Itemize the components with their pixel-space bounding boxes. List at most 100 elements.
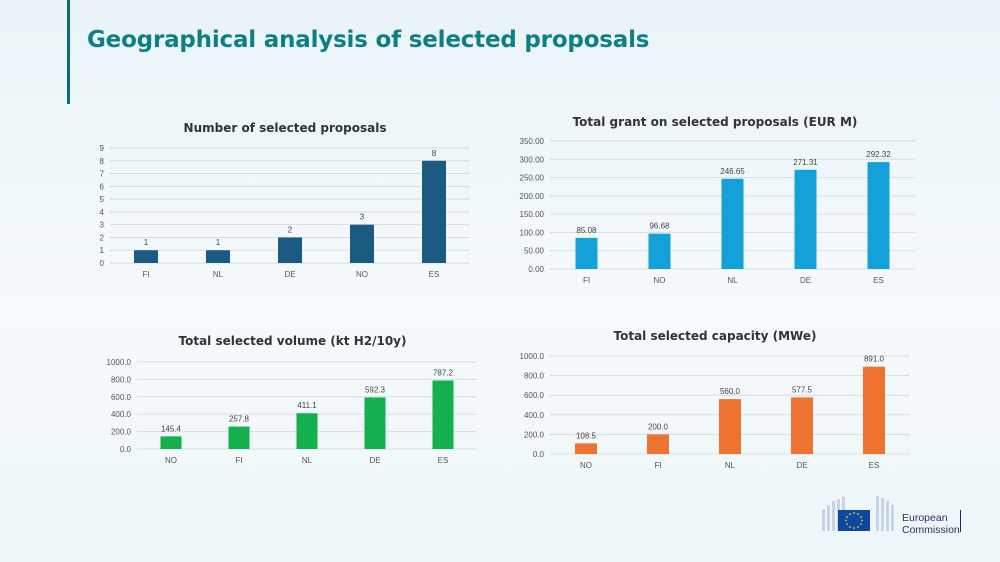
- eu-flag-icon: [838, 510, 870, 531]
- x-tick-label: NO: [580, 461, 592, 470]
- ec-divider: [960, 510, 961, 532]
- bar-de: [278, 237, 302, 263]
- x-tick-label: NO: [654, 276, 666, 285]
- data-label: 577.5: [792, 385, 813, 394]
- bar-fi: [228, 426, 250, 449]
- x-tick-label: FI: [142, 270, 149, 279]
- data-label: 2: [288, 225, 293, 234]
- x-tick-label: NL: [725, 461, 736, 470]
- ec-wordmark-line2: Commission: [902, 524, 960, 536]
- x-tick-label: DE: [284, 270, 295, 279]
- bar-de: [794, 169, 817, 269]
- bar-es: [422, 160, 446, 263]
- y-tick-label: 9: [100, 144, 105, 153]
- y-tick-label: 2: [100, 233, 105, 242]
- y-tick-label: 200.0: [111, 428, 132, 437]
- bar-de: [791, 397, 813, 454]
- data-label: 108.5: [576, 431, 597, 440]
- x-tick-label: ES: [869, 461, 880, 470]
- x-tick-label: NL: [727, 276, 738, 285]
- x-tick-label: ES: [873, 276, 884, 285]
- chart-title: Total selected volume (kt H2/10y): [178, 334, 407, 348]
- bar-de: [364, 397, 386, 449]
- y-tick-label: 0: [100, 259, 105, 268]
- bar-no: [350, 224, 374, 263]
- x-tick-label: ES: [429, 270, 440, 279]
- data-label: 560.0: [720, 387, 741, 396]
- ec-wordmark-line1: European: [902, 512, 948, 524]
- chart-total-grant: Total grant on selected proposals (EUR M…: [505, 112, 925, 292]
- data-label: 292.32: [866, 150, 891, 159]
- data-label: 1: [144, 238, 149, 247]
- x-tick-label: DE: [800, 276, 811, 285]
- data-label: 85.08: [576, 226, 597, 235]
- data-label: 271.31: [793, 158, 818, 167]
- bar-fi: [575, 237, 598, 269]
- x-tick-label: NO: [356, 270, 368, 279]
- y-tick-label: 1000.0: [520, 352, 545, 361]
- bar-no: [648, 233, 671, 269]
- y-tick-label: 5: [100, 195, 105, 204]
- data-label: 96.68: [649, 222, 670, 231]
- y-tick-label: 7: [100, 170, 105, 179]
- y-tick-label: 8: [100, 157, 105, 166]
- y-tick-label: 400.0: [111, 410, 132, 419]
- bar-fi: [647, 434, 669, 454]
- y-tick-label: 1: [100, 246, 105, 255]
- data-label: 891.0: [864, 355, 885, 364]
- data-label: 787.2: [433, 369, 454, 378]
- bar-nl: [206, 250, 230, 263]
- data-label: 246.65: [720, 167, 745, 176]
- y-tick-label: 0.0: [120, 445, 132, 454]
- bar-es: [867, 162, 890, 269]
- chart-total-volume: Total selected volume (kt H2/10y) 0.0 200…: [95, 332, 490, 472]
- x-tick-label: NO: [165, 456, 177, 465]
- y-tick-label: 350.00: [520, 137, 545, 146]
- y-tick-label: 400.0: [524, 411, 545, 420]
- chart-title: Total grant on selected proposals (EUR M…: [572, 115, 858, 129]
- data-label: 145.4: [161, 424, 182, 433]
- y-tick-label: 4: [100, 208, 105, 217]
- chart-svg: 0 1 2 3 4 5 6 7 8 9 1 FI 1 NL 2 DE 3 NO 8 ES: [100, 144, 470, 279]
- bar-es: [863, 366, 885, 454]
- chart-title: Number of selected proposals: [183, 121, 387, 135]
- chart-svg: 0.00 50.00 100.00 150.00 200.00 250.00 300.00 3…: [520, 137, 915, 285]
- data-label: 8: [432, 149, 437, 158]
- page-title: Geographical analysis of selected propos…: [87, 27, 650, 53]
- y-tick-label: 200.00: [520, 192, 545, 201]
- data-label: 257.8: [229, 415, 250, 424]
- y-tick-label: 800.0: [524, 372, 545, 381]
- data-label: 411.1: [297, 401, 317, 410]
- y-tick-label: 50.00: [524, 247, 545, 256]
- chart-total-capacity: Total selected capacity (MWe) 0.0 200.0 40…: [505, 327, 925, 477]
- chart-svg: 0.0 200.0 400.0 600.0 800.0 1000.0 145.4 NO 257.…: [107, 358, 477, 465]
- bar-no: [575, 443, 597, 454]
- chart-svg: 0.0 200.0 400.0 600.0 800.0 1000.0 108.5 NO 200.…: [520, 352, 910, 470]
- x-tick-label: FI: [583, 276, 590, 285]
- x-tick-label: FI: [235, 456, 242, 465]
- y-tick-label: 150.00: [520, 210, 545, 219]
- x-tick-label: NL: [213, 270, 224, 279]
- chart-number-of-proposals: Number of selected proposals 0 1 2 3 4 5 6 7 8 9 1…: [85, 117, 485, 287]
- data-label: 3: [360, 213, 365, 222]
- bar-no: [160, 436, 182, 449]
- y-tick-label: 0.0: [533, 450, 545, 459]
- title-accent-bar: [67, 0, 70, 104]
- ec-wordmark: European Commission: [902, 512, 960, 536]
- data-label: 200.0: [648, 422, 669, 431]
- x-tick-label: NL: [302, 456, 313, 465]
- x-tick-label: FI: [654, 461, 661, 470]
- y-tick-label: 600.0: [524, 391, 545, 400]
- data-label: 1: [216, 238, 221, 247]
- bar-fi: [134, 250, 158, 263]
- y-tick-label: 300.00: [520, 155, 545, 164]
- y-tick-label: 100.00: [520, 228, 545, 237]
- y-tick-label: 800.0: [111, 375, 132, 384]
- y-tick-label: 3: [100, 221, 105, 230]
- bar-es: [432, 380, 454, 449]
- data-label: 592.3: [365, 385, 386, 394]
- bar-nl: [719, 399, 741, 454]
- y-tick-label: 200.0: [524, 430, 545, 439]
- chart-title: Total selected capacity (MWe): [613, 329, 817, 343]
- y-tick-label: 250.00: [520, 174, 545, 183]
